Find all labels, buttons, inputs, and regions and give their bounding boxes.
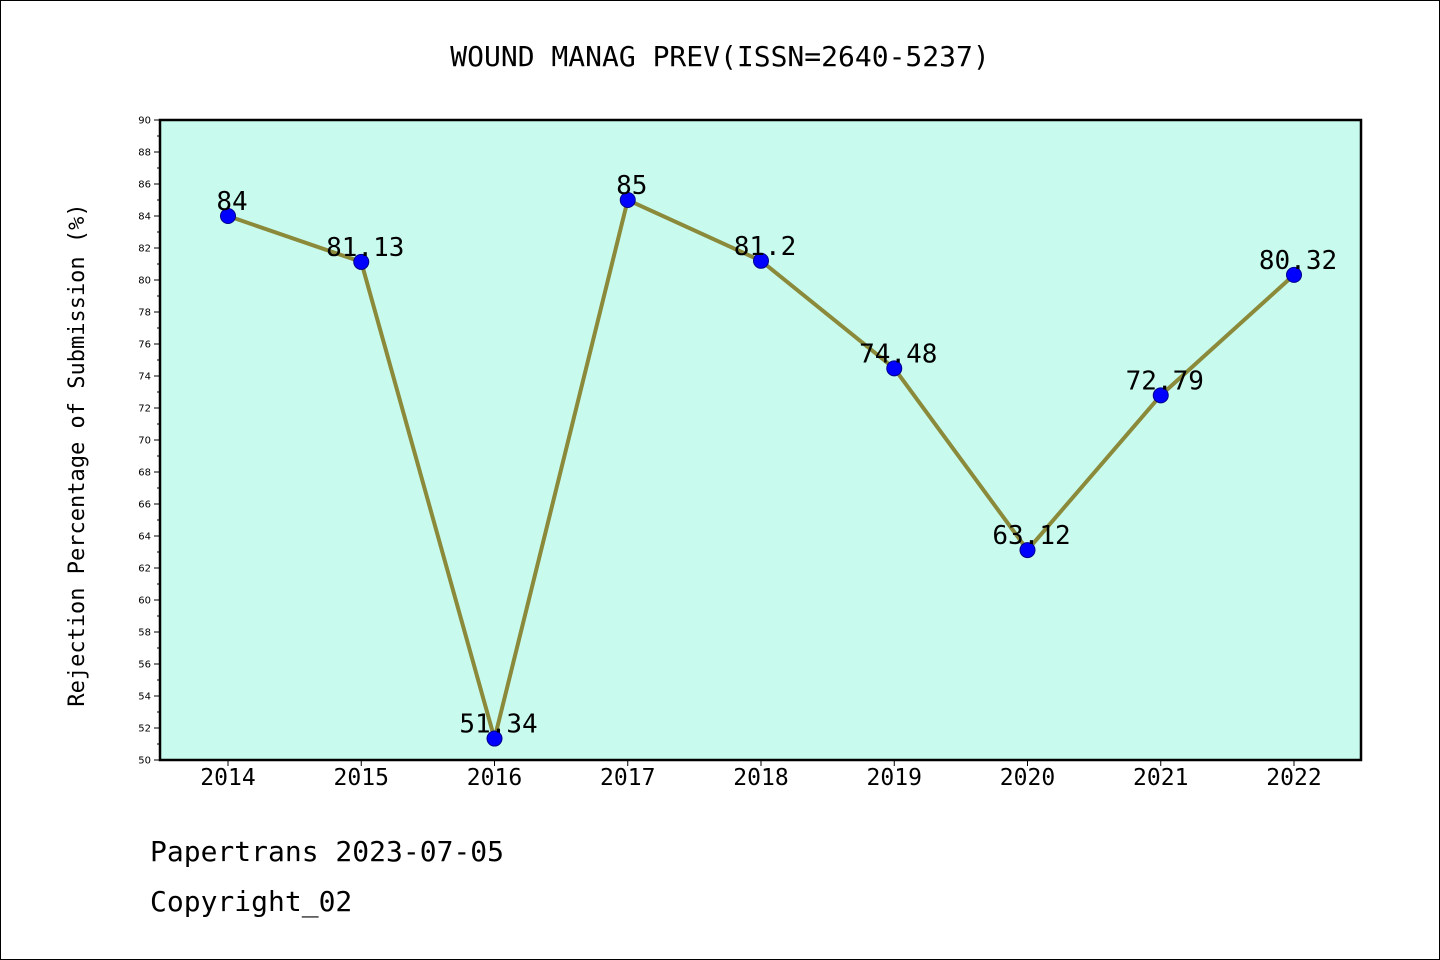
data-label: 84 [216,187,247,217]
data-label: 80.32 [1259,246,1337,276]
data-label: 81.2 [734,232,797,262]
y-tick-label: 76 [138,340,151,351]
data-point [220,208,236,224]
y-tick-label: 68 [138,468,151,479]
y-tick-label: 84 [138,212,151,223]
data-point [1286,266,1302,283]
y-tick-label: 66 [138,500,151,511]
y-tick-label: 70 [138,436,151,447]
data-point [486,730,503,747]
y-tick-label: 74 [138,372,151,383]
y-tick-label: 60 [138,596,151,607]
data-labels-group: 84 81.13 51.34 85 81.2 74.48 63.12 72.79 80.32 [216,171,1337,740]
plot-area [158,118,1363,762]
x-tick-label: 2017 [600,765,655,791]
y-tick-label: 62 [138,564,151,575]
data-label: 74.48 [859,339,937,369]
y-tick-label: 80 [138,276,151,287]
data-point [886,360,903,377]
data-point [753,252,769,269]
x-tick-label: 2022 [1266,765,1321,791]
y-tick-label: 56 [138,660,151,671]
y-tick-label: 52 [138,724,151,735]
y-tick-label: 90 [138,116,151,127]
y-tick-label: 82 [138,244,151,255]
y-tick-label: 88 [138,148,151,159]
y-axis: 50 52 54 56 58 60 62 64 66 68 70 72 74 76 78 80 82 84 86 88… [138,116,160,767]
data-label: 51.34 [459,710,537,740]
x-tick-label: 2016 [467,765,522,791]
y-tick-label: 58 [138,628,151,639]
data-label: 63.12 [992,521,1070,551]
y-tick-label: 50 [138,756,151,767]
y-tick-label: 72 [138,404,151,415]
x-tick-label: 2020 [1000,765,1055,791]
x-tick-label: 2018 [733,765,788,791]
footer-copyright: Copyright_02 [150,885,353,918]
chart-title: WOUND MANAG PREV(ISSN=2640-5237) [450,40,989,73]
y-tick-label: 54 [138,692,151,703]
data-point [619,192,636,208]
y-tick-label: 64 [138,532,151,543]
data-label: 81.13 [326,233,404,263]
x-tick-label: 2014 [200,765,255,791]
data-label: 85 [616,171,647,201]
data-point [353,253,370,270]
x-tick-label: 2021 [1133,765,1188,791]
y-tick-label: 78 [138,308,151,319]
x-axis: 2014 2015 2016 2017 2018 2019 2020 2021 2022 [200,760,1322,791]
data-label: 72.79 [1126,366,1204,396]
data-point [1152,387,1169,404]
markers-group [220,192,1302,747]
footer-date: Papertrans 2023-07-05 [150,835,505,868]
data-point [1019,542,1036,559]
y-tick-label: 86 [138,180,151,191]
y-axis-label: Rejection Percentage of Submission (%) [65,203,90,706]
x-tick-label: 2019 [867,765,922,791]
x-tick-label: 2015 [334,765,389,791]
